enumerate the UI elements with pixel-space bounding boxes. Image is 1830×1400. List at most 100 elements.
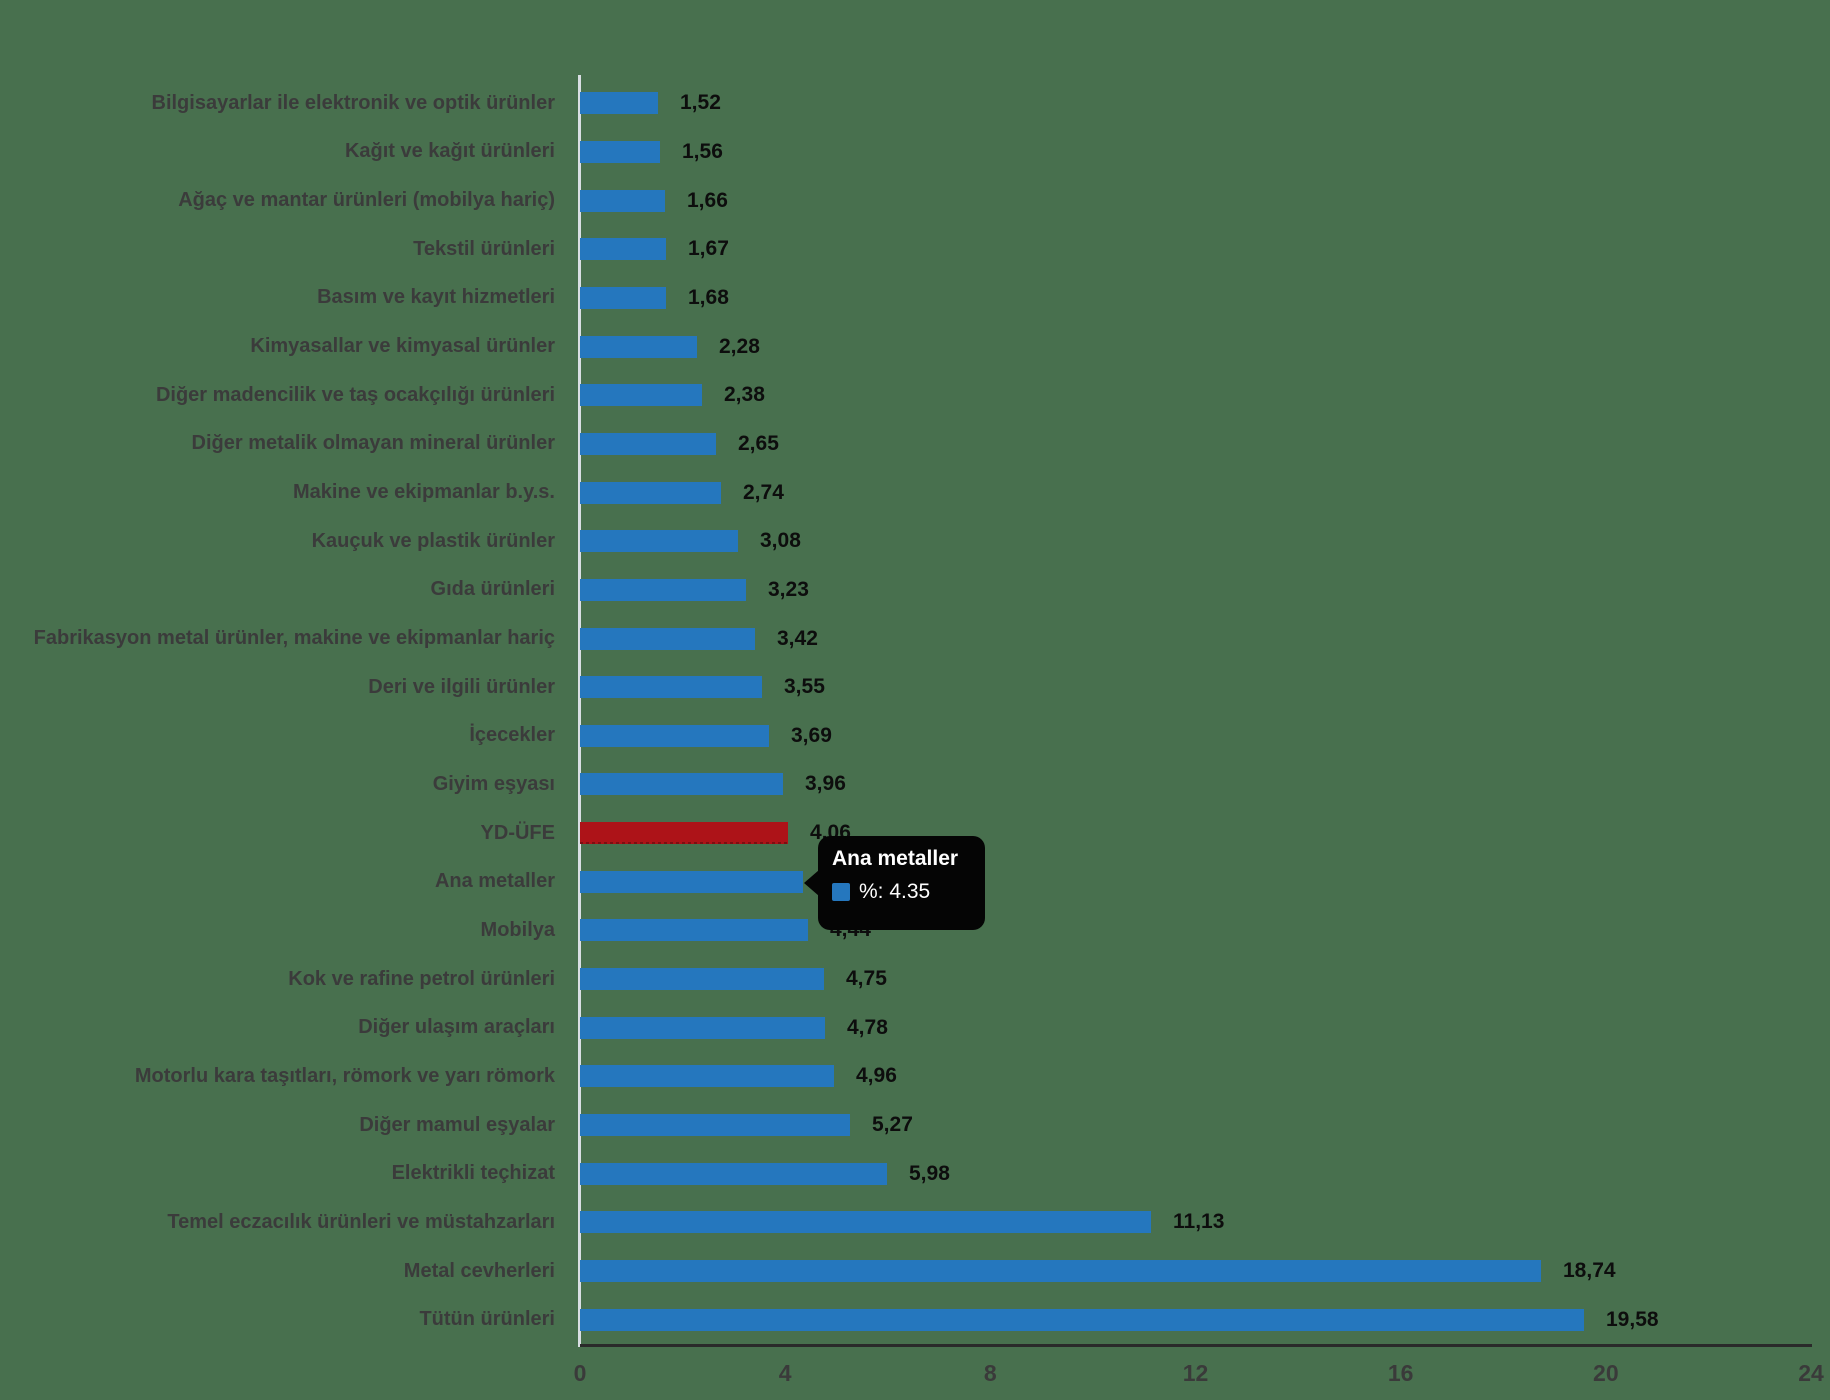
- bar[interactable]: [580, 92, 658, 115]
- category-label: Fabrikasyon metal ürünler, makine ve eki…: [33, 627, 555, 650]
- bar-track: 2,28: [580, 334, 1830, 358]
- bar-value-label: 3,69: [791, 723, 832, 747]
- category-label: Giyim eşyası: [432, 772, 555, 795]
- category-label: Makine ve ekipmanlar b.y.s.: [293, 481, 555, 504]
- bar-row: Tütün ürünleri 19,58: [0, 1295, 1830, 1344]
- bar[interactable]: [580, 578, 746, 601]
- bar[interactable]: [580, 335, 697, 358]
- x-tick-label: 4: [778, 1360, 792, 1386]
- bar[interactable]: [580, 968, 824, 991]
- bar-row: Kok ve rafine petrol ürünleri 4,75: [0, 955, 1830, 1004]
- bar-track: 18,74: [580, 1259, 1830, 1283]
- bar[interactable]: [580, 432, 716, 455]
- bar[interactable]: [580, 1162, 887, 1185]
- bar-track: 4,75: [580, 967, 1830, 991]
- series-swatch-icon: [832, 883, 850, 901]
- bar[interactable]: [580, 1114, 850, 1137]
- bar[interactable]: [580, 384, 702, 407]
- bar[interactable]: [580, 530, 738, 553]
- bar-track: 3,69: [580, 723, 1830, 747]
- tooltip-arrow-icon: [804, 870, 819, 896]
- bar[interactable]: [580, 676, 762, 699]
- bar[interactable]: [580, 919, 808, 942]
- x-tick-label: 0: [573, 1360, 587, 1386]
- bar-row: Gıda ürünleri 3,23: [0, 566, 1830, 615]
- bar-track: 4,35: [580, 870, 1830, 893]
- bar-row: İçecekler 3,69: [0, 712, 1830, 761]
- bar-track: 1,66: [580, 189, 1830, 212]
- bar[interactable]: [580, 627, 755, 650]
- bar-value-label: 2,38: [724, 383, 765, 407]
- bar-track: 3,42: [580, 627, 1830, 650]
- bar-value-label: 19,58: [1606, 1307, 1659, 1331]
- y-axis-line: [578, 75, 581, 1347]
- x-axis-line: [580, 1344, 1812, 1347]
- bar-value-label: 5,98: [909, 1161, 950, 1185]
- bar-track: 2,65: [580, 432, 1830, 455]
- x-tick-label: 24: [1798, 1360, 1824, 1386]
- bar[interactable]: [580, 1016, 825, 1039]
- bar-row: Motorlu kara taşıtları, römork ve yarı r…: [0, 1052, 1830, 1101]
- bar[interactable]: [580, 1260, 1541, 1283]
- bar-row: Bilgisayarlar ile elektronik ve optik ür…: [0, 79, 1830, 128]
- bar-value-label: 4,78: [847, 1015, 888, 1039]
- bar-track: 4,78: [580, 1015, 1830, 1039]
- bar-row: Kauçuk ve plastik ürünler 3,08: [0, 517, 1830, 566]
- bar[interactable]: [580, 870, 803, 893]
- category-label: Diğer madencilik ve taş ocakçılığı ürünl…: [155, 383, 555, 406]
- bar-track: 4,44: [580, 918, 1830, 942]
- bar-track: 4,06: [580, 821, 1830, 845]
- bar[interactable]: [580, 481, 721, 504]
- bar-dotted-edge: [580, 842, 788, 845]
- bar-row: Basım ve kayıt hizmetleri 1,68: [0, 274, 1830, 323]
- category-label: Kok ve rafine petrol ürünleri: [288, 967, 555, 990]
- bar-value-label: 5,27: [872, 1113, 913, 1137]
- bar-row: Makine ve ekipmanlar b.y.s. 2,74: [0, 468, 1830, 517]
- bar-track: 4,96: [580, 1064, 1830, 1088]
- bar-value-label: 2,74: [743, 480, 784, 504]
- bar[interactable]: [580, 724, 769, 747]
- bar[interactable]: [580, 1065, 834, 1088]
- category-label: Deri ve ilgili ürünler: [368, 675, 555, 698]
- bar-value-label: 3,96: [805, 772, 846, 796]
- tooltip: Ana metaller %: 4.35: [804, 836, 985, 930]
- bar[interactable]: [580, 286, 666, 309]
- bar-track: 1,52: [580, 91, 1830, 115]
- category-label: Elektrikli teçhizat: [391, 1162, 555, 1185]
- bar[interactable]: [580, 238, 666, 261]
- bar-row: Ağaç ve mantar ürünleri (mobilya hariç) 1…: [0, 176, 1830, 225]
- bar-value-label: 3,23: [768, 577, 809, 601]
- bar[interactable]: [580, 140, 660, 163]
- bar-row: Metal cevherleri 18,74: [0, 1247, 1830, 1296]
- x-tick-label: 20: [1593, 1360, 1619, 1386]
- category-label: İçecekler: [469, 724, 555, 747]
- bar-track: 3,08: [580, 529, 1830, 553]
- category-label: Kauçuk ve plastik ürünler: [311, 529, 555, 552]
- highlighted-bar[interactable]: [580, 822, 788, 845]
- bar-track: 1,68: [580, 286, 1830, 309]
- bar[interactable]: [580, 1308, 1584, 1331]
- bar-track: 19,58: [580, 1307, 1830, 1331]
- category-label: Ağaç ve mantar ürünleri (mobilya hariç): [178, 189, 555, 212]
- bar-track: 1,56: [580, 140, 1830, 163]
- bar-track: 11,13: [580, 1210, 1830, 1234]
- bar-row: Deri ve ilgili ürünler 3,55: [0, 663, 1830, 712]
- tooltip-value-line: %: 4.35: [832, 880, 971, 904]
- bar-value-label: 2,28: [719, 334, 760, 358]
- tooltip-value: %: 4.35: [859, 880, 931, 903]
- bar-rows: Bilgisayarlar ile elektronik ve optik ür…: [0, 79, 1830, 1344]
- bar-value-label: 4,75: [846, 967, 887, 991]
- bar-row: Giyim eşyası 3,96: [0, 760, 1830, 809]
- bar-row: Diğer mamul eşyalar 5,27: [0, 1101, 1830, 1150]
- bar[interactable]: [580, 1211, 1151, 1234]
- bar[interactable]: [580, 773, 783, 796]
- bar[interactable]: [580, 189, 665, 212]
- bar-track: 5,98: [580, 1161, 1830, 1185]
- bar-row: Tekstil ürünleri 1,67: [0, 225, 1830, 274]
- bar-track: 5,27: [580, 1113, 1830, 1137]
- bar-value-label: 11,13: [1173, 1210, 1225, 1234]
- category-label: Tütün ürünleri: [419, 1308, 555, 1331]
- x-tick-label: 16: [1387, 1360, 1414, 1386]
- category-label: Bilgisayarlar ile elektronik ve optik ür…: [151, 91, 556, 114]
- category-label: Metal cevherleri: [403, 1259, 555, 1282]
